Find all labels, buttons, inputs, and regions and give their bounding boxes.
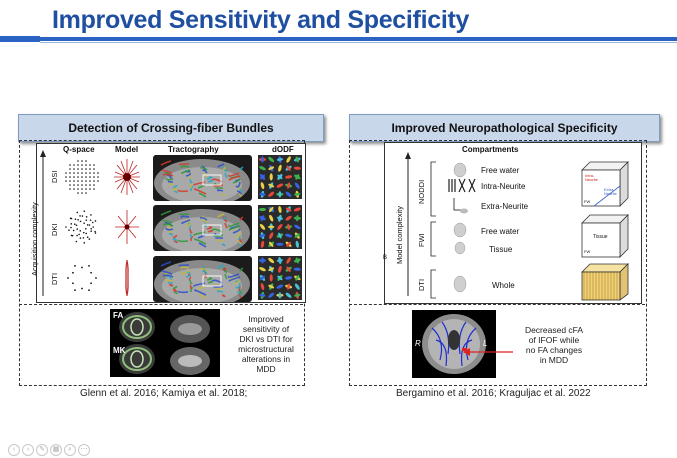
cube-noddi-extra-label: Extra- Neurite (604, 188, 617, 196)
model-axis-arrow (405, 152, 411, 296)
right-caption-line: no FA changes (525, 345, 583, 355)
cube-fwi (581, 214, 629, 258)
slide-title: Improved Sensitivity and Specificity (52, 6, 470, 34)
dodf-dti-image (258, 256, 302, 300)
group-brackets (430, 161, 436, 299)
row-label-dti: DTI (50, 272, 59, 285)
row-label-dki: DKI (50, 223, 59, 236)
slides-grid-icon[interactable]: ▦ (50, 444, 62, 456)
compartment-tissue: Tissue (489, 245, 513, 254)
col-header-dodf: dODF (272, 145, 294, 154)
title-accent-block (0, 36, 40, 42)
ifof-brain-image (412, 310, 496, 378)
brain-label-r: R (415, 339, 421, 348)
right-caption: Decreased cFA of IFOF while no FA change… (514, 325, 594, 365)
zoom-icon[interactable]: ⌕ (64, 444, 76, 456)
fa-mk-brain-image (110, 309, 220, 377)
pen-tool-icon[interactable]: ✎ (36, 444, 48, 456)
acquisition-axis-label: Acquisition complexity (30, 202, 39, 276)
left-caption-line: Improved (248, 314, 284, 324)
right-caption-line: Decreased cFA (524, 325, 584, 335)
tractography-dsi-image (153, 155, 252, 201)
compartment-free-water-noddi: Free water (481, 166, 520, 175)
row-label-dsi: DSI (50, 170, 59, 183)
mk-label: MK (113, 346, 126, 355)
model-dti-glyph (125, 260, 129, 296)
right-citation: Bergamino et al. 2016; Kraguljac et al. … (396, 388, 591, 399)
left-caption-line: DKI vs DTI for (239, 334, 293, 344)
model-axis-label: Model complexity (395, 206, 404, 264)
cube-fwi-fw-label: FW (584, 249, 591, 254)
left-caption-line: MDD (256, 364, 276, 374)
cube-dti (581, 263, 629, 301)
right-section-divider (349, 304, 645, 305)
title-underline-thin (40, 42, 677, 43)
col-header-qspace: Q-space (63, 145, 95, 154)
left-panel-header: Detection of Crossing-fiber Bundles (18, 114, 324, 142)
qspace-dki-shell (65, 210, 97, 244)
cube-noddi-extra-line: Neurite (604, 191, 617, 196)
title-underline (40, 37, 677, 41)
col-header-model: Model (115, 145, 139, 154)
right-panel-header: Improved Neuropathological Specificity (349, 114, 660, 142)
qspace-dsi-grid (65, 160, 99, 194)
left-citation: Glenn et al. 2016; Kamiya et al. 2018; (80, 388, 248, 399)
left-caption-line: alterations in (241, 354, 291, 364)
cube-noddi-intra-line: Intra- (585, 173, 595, 178)
acquisition-axis-arrow (40, 150, 46, 296)
cube-fwi-tissue-label: Tissue (593, 234, 608, 240)
left-caption-line: microstructural (238, 344, 294, 354)
tractography-dti-image (153, 256, 252, 302)
nav-prev-icon[interactable]: ‹ (8, 444, 20, 456)
left-caption: Improved sensitivity of DKI vs DTI for m… (226, 314, 306, 374)
group-label-noddi: NODDI (417, 179, 426, 204)
cube-noddi-intra-label: Intra- Neurite (585, 174, 598, 182)
cube-noddi-intra-line: Neurite (585, 177, 598, 182)
nav-next-icon[interactable]: › (22, 444, 34, 456)
compartment-extra-neurite: Extra-Neurite (481, 202, 529, 211)
model-axis-letter: B (383, 255, 388, 261)
compartment-free-water-fwi: Free water (481, 227, 520, 236)
right-caption-line: in MDD (539, 355, 569, 365)
left-caption-line: sensitivity of (242, 324, 290, 334)
dodf-dsi-image (258, 155, 302, 199)
ifof-arrow (463, 348, 513, 356)
group-label-fwi: FWI (417, 233, 426, 247)
fa-label: FA (113, 311, 124, 320)
compartments-title: Compartments (462, 145, 519, 154)
qspace-dti-shell (67, 264, 97, 292)
group-label-dti: DTI (417, 278, 426, 291)
cube-noddi (581, 161, 629, 207)
compartment-glyphs (448, 162, 476, 293)
cube-noddi-fw-label: FW (584, 199, 591, 204)
model-dsi-glyph (114, 159, 140, 195)
brain-label-l: L (483, 339, 488, 348)
dodf-dki-image (258, 205, 302, 249)
right-dashed-frame (349, 140, 647, 386)
compartment-whole: Whole (492, 281, 515, 290)
compartment-intra-neurite: Intra-Neurite (481, 182, 526, 191)
right-caption-line: of IFOF while (528, 335, 580, 345)
more-options-icon[interactable]: ⋯ (78, 444, 90, 456)
col-header-tractography: Tractography (168, 145, 219, 154)
left-section-divider (19, 304, 303, 305)
tractography-dki-image (153, 205, 252, 251)
cube-noddi-extra-line: Extra- (604, 187, 615, 192)
model-dki-glyph (115, 210, 139, 244)
